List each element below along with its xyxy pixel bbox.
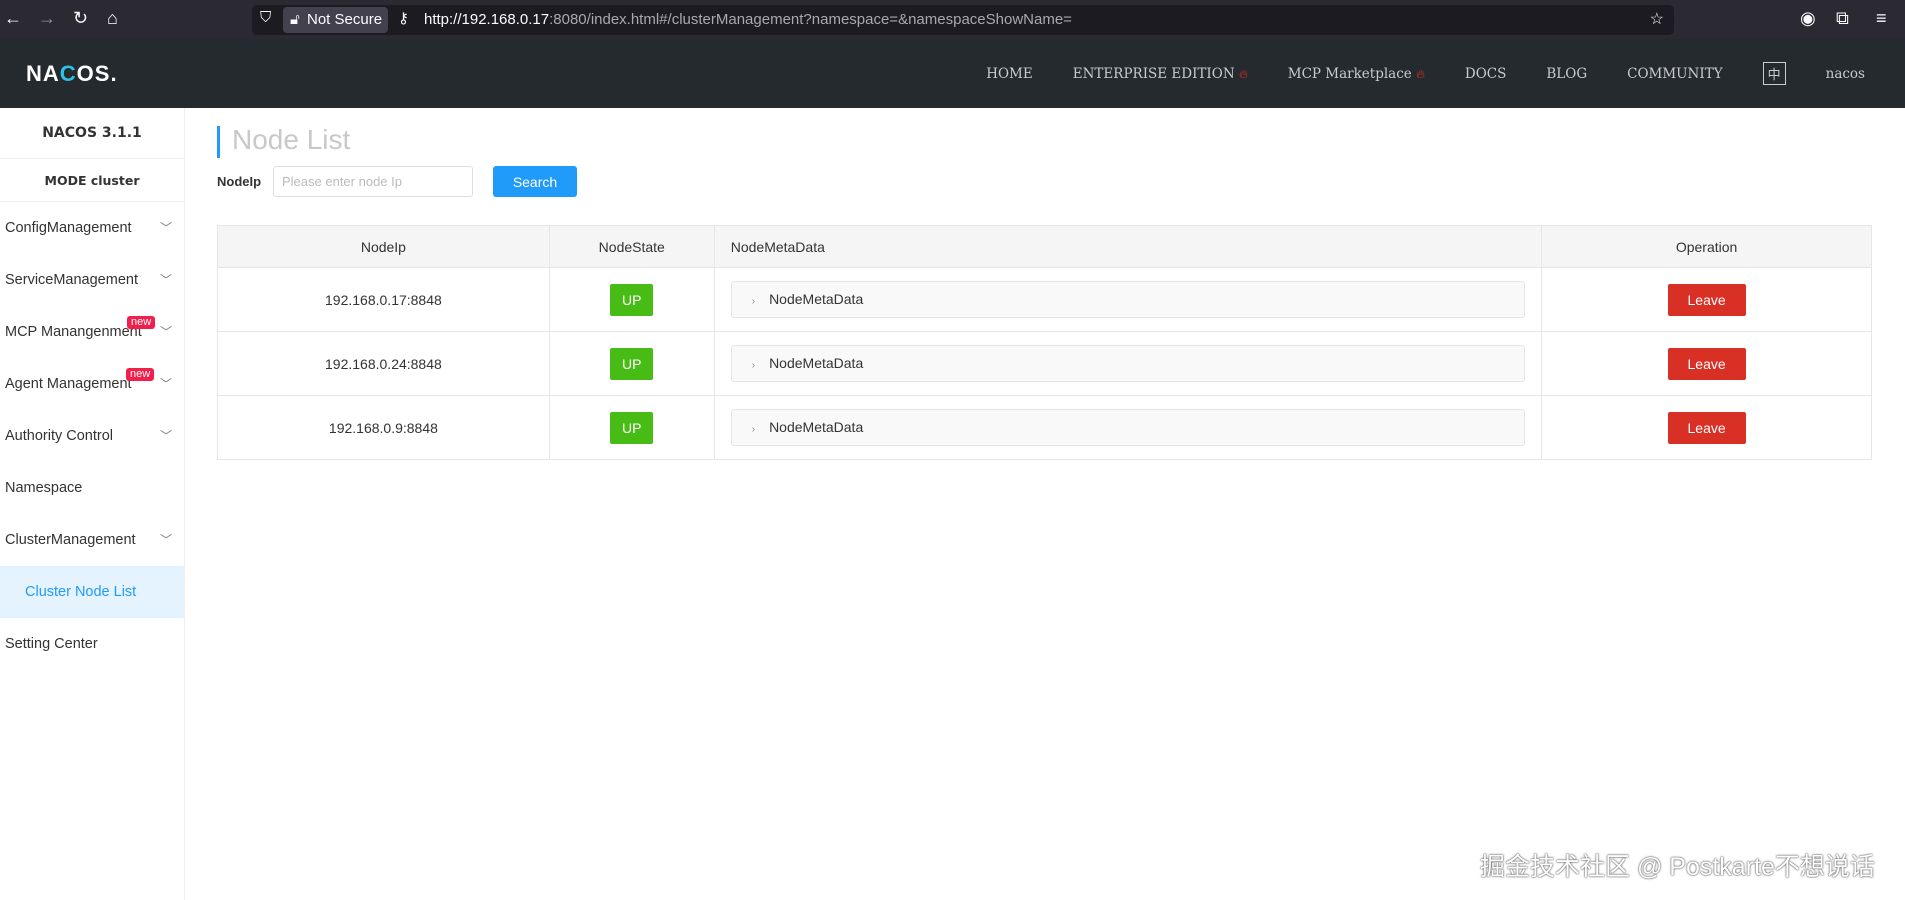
forward-icon[interactable]: → [38, 8, 56, 28]
shield-icon[interactable]: ⛉ [260, 9, 272, 26]
table-row: 192.168.0.24:8848 UP › NodeMetaData Leave [217, 331, 1872, 396]
sidebar-item-mcp-manangenment[interactable]: MCP Manangenment new ﹀ [0, 306, 184, 358]
sidebar-item-servicemanagement[interactable]: ServiceManagement ﹀ [0, 254, 184, 306]
nacos-logo[interactable]: NACOS. [26, 61, 118, 86]
watermark: 掘金技术社区 @ Postkarte不想说话 [1480, 853, 1875, 881]
status-badge: UP [610, 347, 654, 380]
home-icon[interactable]: ⌂ [107, 8, 118, 28]
sidebar-item-namespace[interactable]: Namespace [5, 480, 83, 496]
leave-button[interactable]: Leave [1667, 283, 1746, 316]
nav-link-docs[interactable]: DOCS [1464, 65, 1507, 82]
node-ip: 192.168.0.17:8848 [217, 267, 550, 332]
lock-icon: 🔓︎ [290, 11, 300, 28]
new-badge: new [127, 316, 156, 329]
nav-link-blog[interactable]: BLOG [1546, 65, 1588, 82]
chevron-down-icon: ﹀ [159, 533, 172, 547]
url-text[interactable]: http://192.168.0.17:8080/index.html#/clu… [424, 11, 1072, 28]
status-badge: UP [610, 283, 654, 316]
sidebar-item-cluster-node-list[interactable]: Cluster Node List [0, 566, 184, 618]
address-bar[interactable]: ⛉ 🔓︎ Not Secure ⚷ http://192.168.0.17:808… [252, 5, 1674, 35]
leave-button[interactable]: Leave [1667, 347, 1746, 380]
chevron-right-icon: › [751, 296, 756, 307]
user-menu[interactable]: nacos [1825, 65, 1865, 82]
chevron-right-icon: › [751, 424, 756, 435]
sidebar: NACOS 3.1.1 MODE cluster ConfigManagemen… [0, 108, 185, 900]
new-badge: new [126, 368, 155, 381]
nav-link-mcp-marketplace[interactable]: MCP Marketplace 🔥︎ [1287, 65, 1425, 82]
node-metadata-expander[interactable]: › NodeMetaData [730, 281, 1526, 318]
column-header-operation: Operation [1541, 225, 1872, 268]
language-toggle[interactable]: 中 [1762, 62, 1786, 85]
status-badge: UP [610, 411, 654, 444]
node-ip: 192.168.0.9:8848 [217, 395, 550, 460]
sidebar-item-configmanagement[interactable]: ConfigManagement ﹀ [0, 202, 184, 254]
search-button[interactable]: Search [493, 166, 577, 197]
node-metadata-expander[interactable]: › NodeMetaData [730, 345, 1526, 382]
app-header: NACOS. HOME ENTERPRISE EDITION 🔥︎ MCP Mark… [0, 39, 1905, 108]
column-header-nodestate: NodeState [548, 225, 715, 268]
security-indicator[interactable]: 🔓︎ Not Secure [283, 7, 389, 33]
reload-icon[interactable]: ↻ [73, 8, 89, 28]
sidebar-item-setting-center[interactable]: Setting Center [5, 636, 98, 652]
bookmark-star-icon[interactable]: ☆ [1649, 11, 1664, 28]
table-row: 192.168.0.17:8848 UP › NodeMetaData Leave [217, 267, 1872, 332]
chevron-down-icon: ﹀ [159, 325, 172, 339]
page-title: Node List [217, 126, 350, 158]
version-title: NACOS 3.1.1 [0, 108, 184, 159]
leave-button[interactable]: Leave [1667, 411, 1746, 444]
nav-link-home[interactable]: HOME [986, 65, 1033, 82]
column-header-nodeip: NodeIp [217, 225, 550, 268]
nav-link-community[interactable]: COMMUNITY [1627, 65, 1723, 82]
node-metadata-expander[interactable]: › NodeMetaData [730, 409, 1526, 446]
account-icon[interactable]: ◉ [1800, 8, 1816, 28]
fire-icon: 🔥︎ [1416, 66, 1425, 81]
key-icon[interactable]: ⚷ [398, 10, 409, 27]
node-ip-label: NodeIp [217, 174, 262, 189]
node-ip: 192.168.0.24:8848 [217, 331, 550, 396]
top-nav: HOME ENTERPRISE EDITION 🔥︎ MCP Marketplace… [986, 39, 1905, 108]
fire-icon: 🔥︎ [1238, 66, 1248, 81]
back-icon[interactable]: ← [4, 8, 22, 28]
chevron-down-icon: ﹀ [159, 429, 172, 443]
sidebar-item-authority-control[interactable]: Authority Control ﹀ [0, 410, 184, 462]
sidebar-item-agent-management[interactable]: Agent Management new ﹀ [0, 358, 184, 410]
chevron-down-icon: ﹀ [159, 377, 172, 391]
browser-toolbar: ← → ↻ ⌂ ⛉ 🔓︎ Not Secure ⚷ http://192.168.… [0, 0, 1905, 39]
mode-label: MODE cluster [0, 159, 184, 202]
table-row: 192.168.0.9:8848 UP › NodeMetaData Leave [217, 395, 1872, 460]
menu-icon[interactable]: ≡ [1876, 8, 1887, 28]
node-ip-input[interactable] [273, 166, 473, 197]
sidebar-item-clustermanagement[interactable]: ClusterManagement ﹀ [0, 514, 184, 566]
extensions-icon[interactable]: ⧉ [1836, 8, 1849, 28]
chevron-right-icon: › [751, 360, 756, 371]
column-header-nodemetadata: NodeMetaData [713, 225, 1543, 268]
chevron-down-icon: ﹀ [159, 273, 172, 287]
nav-link-enterprise-edition[interactable]: ENTERPRISE EDITION 🔥︎ [1072, 65, 1248, 82]
node-table: NodeIp NodeState NodeMetaData Operation … [217, 225, 1872, 460]
chevron-down-icon: ﹀ [159, 221, 172, 235]
